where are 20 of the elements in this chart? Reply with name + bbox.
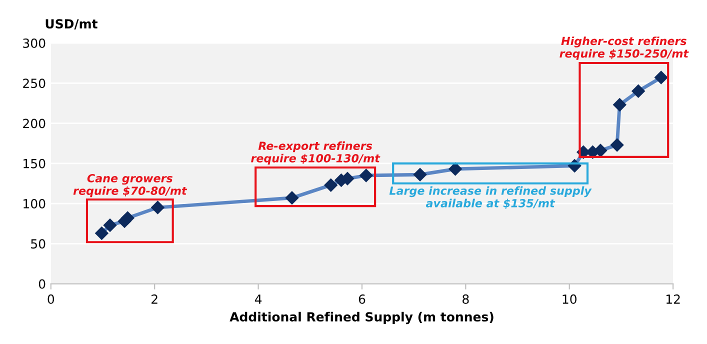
y-tick-label: 300 xyxy=(23,38,46,48)
x-tick-label: 0 xyxy=(48,294,54,304)
y-axis-title: USD/mt xyxy=(46,19,98,30)
annotation: Large increase in refined supply available at $135/mt xyxy=(389,186,592,209)
y-tick-label: 100 xyxy=(24,199,46,208)
annotation: Higher-cost refiners require $150-250/mt xyxy=(560,36,689,60)
annotation: Re-export refiners require $100-130/mt xyxy=(251,141,380,165)
x-tick-label: 12 xyxy=(666,294,680,304)
x-tick-label: 4 xyxy=(254,294,262,304)
y-tick-label: 50 xyxy=(31,239,46,249)
x-tick-label: 6 xyxy=(358,294,366,304)
y-tick-label: 250 xyxy=(23,78,46,88)
x-tick-label: 8 xyxy=(462,294,469,304)
annotation: Cane growers require $70-80/mt xyxy=(73,174,188,198)
x-axis-title: Additional Refined Supply (m tonnes) xyxy=(230,312,494,324)
y-tick-label: 150 xyxy=(24,158,46,168)
y-tick-label: 200 xyxy=(23,118,46,128)
x-tick-label: 10 xyxy=(562,294,576,304)
y-tick-label: 0 xyxy=(38,279,46,289)
x-tick-label: 2 xyxy=(152,294,158,304)
